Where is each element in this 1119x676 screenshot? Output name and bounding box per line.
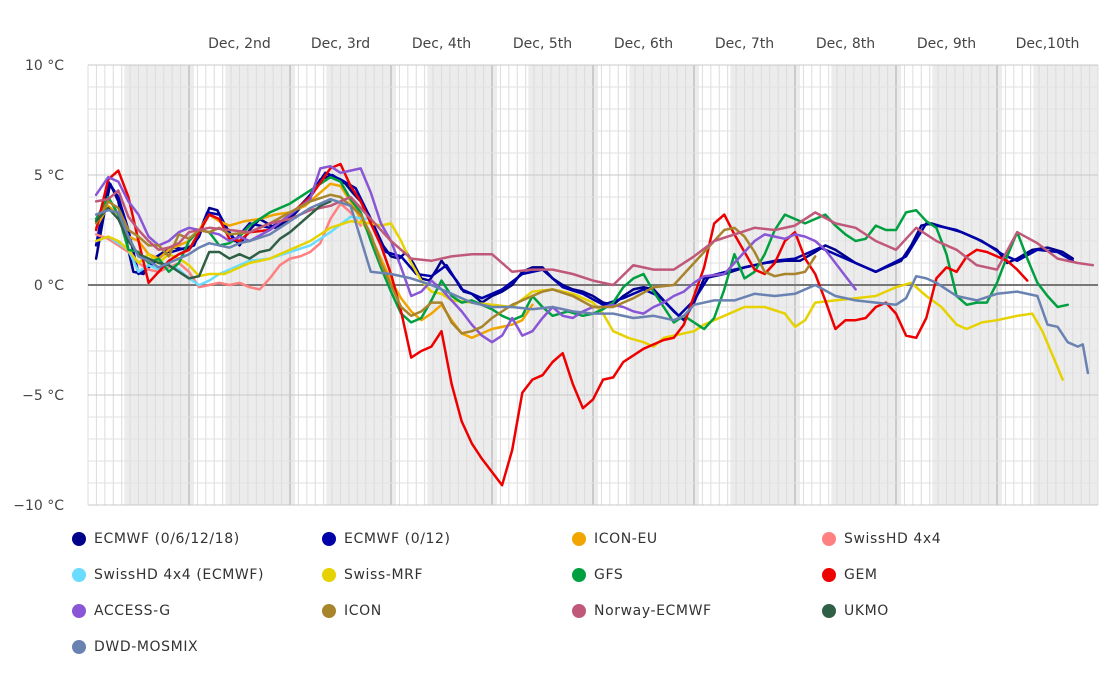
legend-label: ICON <box>344 603 382 619</box>
legend-label: ECMWF (0/6/12/18) <box>94 531 240 547</box>
legend-swatch <box>72 532 86 546</box>
y-tick-label: −5 °C <box>22 388 64 404</box>
x-tick-label: Dec, 5th <box>513 36 572 52</box>
legend-swatch <box>822 568 836 582</box>
x-tick-label: Dec, 7th <box>715 36 774 52</box>
y-tick-label: −10 °C <box>13 498 64 514</box>
legend-item-gfs[interactable]: GFS <box>572 564 623 586</box>
legend-label: SwissHD 4x4 <box>844 531 942 547</box>
legend-item-access-g[interactable]: ACCESS-G <box>72 600 171 622</box>
series-line-icon <box>94 193 817 335</box>
legend-swatch <box>822 604 836 618</box>
legend-swatch <box>822 532 836 546</box>
x-tick-label: Dec, 4th <box>412 36 471 52</box>
series-line-access-g <box>94 164 857 344</box>
x-tick-label: Dec, 9th <box>917 36 976 52</box>
legend-swatch <box>572 604 586 618</box>
legend-label: ECMWF (0/12) <box>344 531 451 547</box>
legend-label: GEM <box>844 567 878 583</box>
legend-item-swisshd-4x4[interactable]: SwissHD 4x4 <box>822 528 941 550</box>
y-tick-label: 10 °C <box>25 58 64 74</box>
legend-label: ICON-EU <box>594 531 658 547</box>
legend-swatch <box>72 640 86 654</box>
legend-item-swiss-mrf[interactable]: Swiss-MRF <box>322 564 423 586</box>
legend-item-ecmwf-0-12[interactable]: ECMWF (0/12) <box>322 528 451 550</box>
legend-label: ACCESS-G <box>94 603 171 619</box>
legend-swatch <box>572 532 586 546</box>
legend-swatch <box>572 568 586 582</box>
legend-swatch <box>72 604 86 618</box>
series-line-gem <box>94 162 1029 487</box>
legend-item-icon-eu[interactable]: ICON-EU <box>572 528 658 550</box>
legend-item-dwd-mosmix[interactable]: DWD-MOSMIX <box>72 636 198 658</box>
x-tick-label: Dec,10th <box>1016 36 1080 52</box>
chart-area: 10 °C 5 °C 0 °C −5 °C −10 °C Dec, 2nd Dec, 3rd… <box>13 36 1099 514</box>
series-line-dwd-mosmix <box>94 197 1090 375</box>
x-tick-label: Dec, 3rd <box>311 36 370 52</box>
series-line-swisshd-4x4-ecmwf <box>94 215 368 287</box>
series-line-norway-ecmwf <box>94 189 1095 287</box>
y-tick-label: 0 °C <box>34 278 64 294</box>
legend-swatch <box>322 568 336 582</box>
legend-item-swisshd-4x4-ecmwf[interactable]: SwissHD 4x4 (ECMWF) <box>72 564 264 586</box>
legend-label: GFS <box>594 567 624 583</box>
series-line-ecmwf-0-12 <box>94 171 1075 318</box>
legend-item-gem[interactable]: GEM <box>822 564 878 586</box>
legend-swatch <box>72 568 86 582</box>
temperature-chart: 10 °C 5 °C 0 °C −5 °C −10 °C Dec, 2nd Dec, 3rd… <box>13 36 1099 514</box>
series-line-swisshd-4x4 <box>94 202 362 291</box>
legend-label: Swiss-MRF <box>344 567 424 583</box>
legend-label: Norway-ECMWF <box>594 603 712 619</box>
legend-item-ukmo[interactable]: UKMO <box>822 600 889 622</box>
legend-item-ecmwf-0-6-12-18[interactable]: ECMWF (0/6/12/18) <box>72 528 240 550</box>
legend-label: DWD-MOSMIX <box>94 639 199 655</box>
legend-item-icon[interactable]: ICON <box>322 600 382 622</box>
y-tick-label: 5 °C <box>34 168 64 184</box>
x-tick-label: Dec, 2nd <box>208 36 271 52</box>
legend-item-norway-ecmwf[interactable]: Norway-ECMWF <box>572 600 712 622</box>
legend-label: UKMO <box>844 603 889 619</box>
x-tick-label: Dec, 6th <box>614 36 673 52</box>
legend-label: SwissHD 4x4 (ECMWF) <box>94 567 265 583</box>
x-tick-label: Dec, 8th <box>816 36 875 52</box>
legend-swatch <box>322 532 336 546</box>
legend: ECMWF (0/6/12/18) ECMWF (0/12) ICON-EU Swis… <box>72 528 1112 668</box>
legend-swatch <box>322 604 336 618</box>
